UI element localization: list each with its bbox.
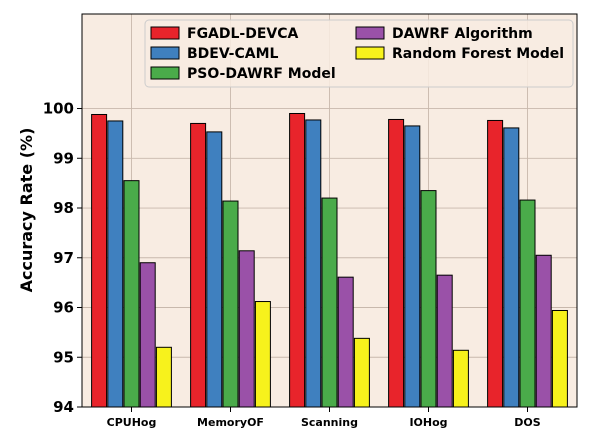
bar-Scanning-FGADL-DEVCA: [289, 112, 306, 408]
bar-MemoryOF-DAWRF Algorithm: [238, 250, 255, 408]
y-tick-label: 99: [53, 149, 74, 167]
bar-MemoryOF-BDEV-CAML: [206, 131, 223, 408]
x-tick-label-Scanning: Scanning: [301, 416, 358, 429]
bar-Scanning-BDEV-CAML: [305, 119, 322, 408]
bar-DOS-Random Forest Model: [551, 309, 568, 408]
bar-Scanning-PSO-DAWRF Model: [321, 197, 338, 408]
x-tick-label-CPUHog: CPUHog: [107, 416, 157, 429]
bar-DOS-DAWRF Algorithm: [535, 254, 552, 408]
legend-swatch-PSO-DAWRF Model: [150, 66, 180, 80]
y-tick-label: 95: [53, 348, 74, 366]
legend-swatch-FGADL-DEVCA: [150, 26, 180, 40]
legend-label-Random Forest Model: Random Forest Model: [392, 46, 564, 62]
bar-Scanning-DAWRF Algorithm: [337, 276, 354, 408]
bar-DOS-PSO-DAWRF Model: [519, 199, 536, 408]
legend: FGADL-DEVCA BDEV-CAML PSO-DAWRF Model DAWRF…: [144, 19, 574, 88]
x-axis-ticks: CPUHog MemoryOF Scanning IOHog DOS: [107, 407, 541, 429]
y-axis-title: Accuracy Rate (%): [17, 128, 36, 293]
bar-DOS-FGADL-DEVCA: [487, 119, 504, 408]
y-tick-label: 94: [53, 398, 74, 416]
y-tick-label: 96: [53, 299, 74, 317]
bar-CPUHog-BDEV-CAML: [107, 120, 124, 408]
bar-DOS-BDEV-CAML: [503, 127, 520, 408]
y-axis-ticks: 94 95 96 97 98 99 100: [43, 100, 82, 416]
legend-label-FGADL-DEVCA: FGADL-DEVCA: [187, 26, 299, 42]
y-tick-label: 100: [43, 100, 74, 118]
legend-label-BDEV-CAML: BDEV-CAML: [187, 46, 279, 62]
bar-MemoryOF-Random Forest Model: [254, 301, 271, 408]
y-tick-label: 97: [53, 249, 74, 267]
y-tick-label: 98: [53, 199, 74, 217]
bar-Scanning-Random Forest Model: [353, 337, 370, 408]
bar-IOHog-DAWRF Algorithm: [436, 274, 453, 408]
x-tick-label-IOHog: IOHog: [409, 416, 447, 429]
legend-swatch-Random Forest Model: [355, 46, 385, 60]
legend-label-DAWRF Algorithm: DAWRF Algorithm: [392, 26, 533, 42]
legend-swatch-BDEV-CAML: [150, 46, 180, 60]
bar-CPUHog-FGADL-DEVCA: [91, 113, 108, 408]
x-tick-label-DOS: DOS: [514, 416, 540, 429]
bar-CPUHog-Random Forest Model: [155, 346, 172, 408]
bars: [91, 112, 568, 408]
bar-IOHog-FGADL-DEVCA: [388, 118, 405, 408]
bar-CPUHog-PSO-DAWRF Model: [123, 180, 140, 408]
bar-MemoryOF-PSO-DAWRF Model: [222, 200, 239, 408]
bar-IOHog-Random Forest Model: [452, 349, 469, 408]
legend-label-PSO-DAWRF Model: PSO-DAWRF Model: [187, 66, 336, 82]
bar-IOHog-PSO-DAWRF Model: [420, 190, 437, 408]
x-tick-label-MemoryOF: MemoryOF: [197, 416, 264, 429]
bar-IOHog-BDEV-CAML: [404, 125, 421, 408]
bar-MemoryOF-FGADL-DEVCA: [190, 122, 207, 408]
legend-swatch-DAWRF Algorithm: [355, 26, 385, 40]
bar-CPUHog-DAWRF Algorithm: [139, 262, 156, 408]
